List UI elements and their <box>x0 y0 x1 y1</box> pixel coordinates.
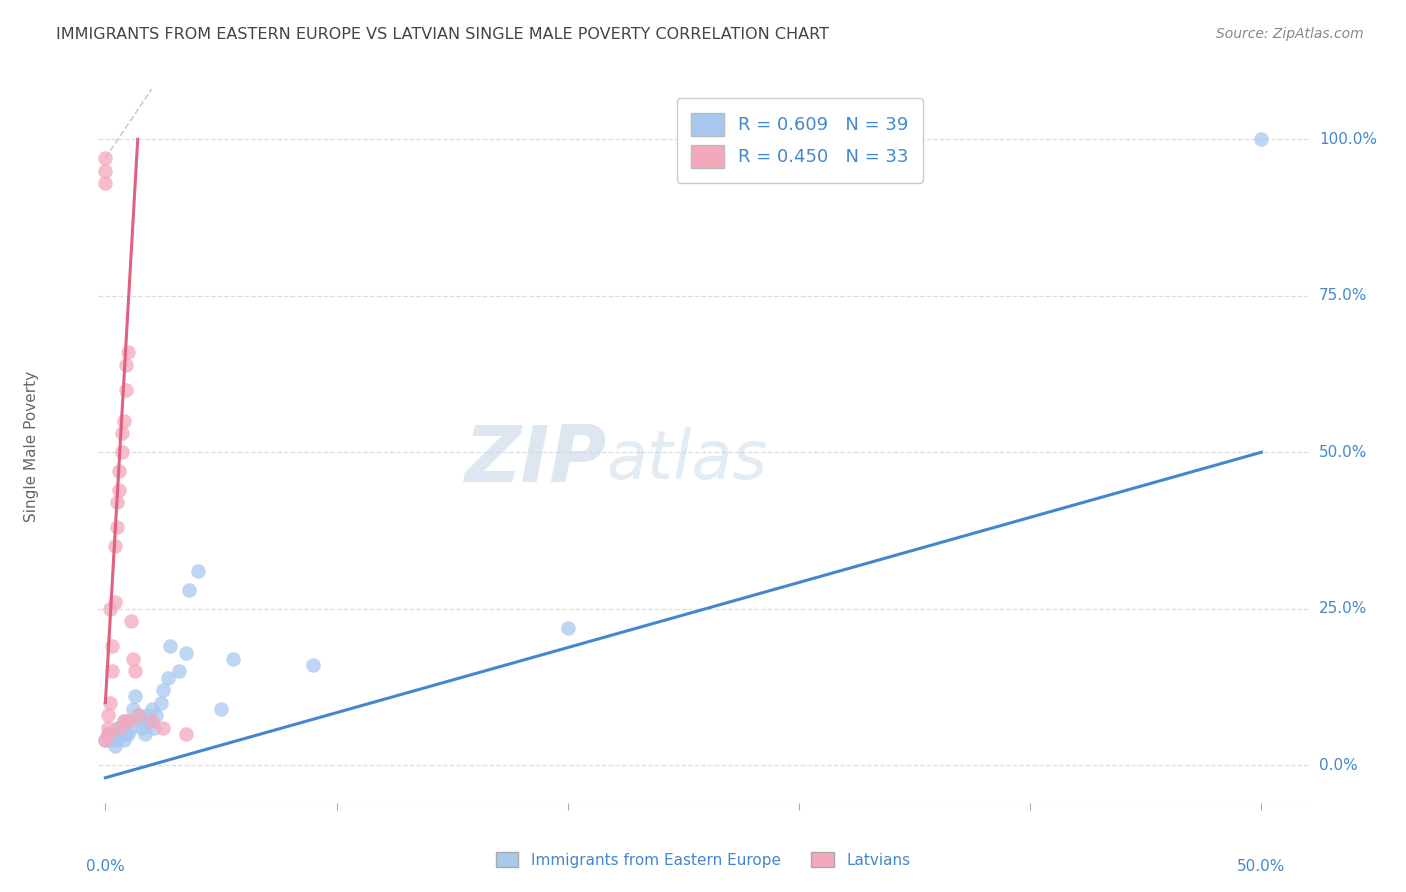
Text: 50.0%: 50.0% <box>1319 445 1368 459</box>
Point <box>127 708 149 723</box>
Text: 25.0%: 25.0% <box>1319 601 1368 616</box>
Point <box>94 176 117 190</box>
Point <box>209 702 232 716</box>
Point <box>104 539 127 553</box>
Legend: Immigrants from Eastern Europe, Latvians: Immigrants from Eastern Europe, Latvians <box>488 844 918 875</box>
Text: 50.0%: 50.0% <box>1237 859 1285 874</box>
Point <box>122 652 145 666</box>
Point <box>110 426 132 441</box>
Point <box>127 708 149 723</box>
Point <box>177 582 200 597</box>
Point <box>117 714 139 729</box>
Text: ZIP: ZIP <box>464 422 606 499</box>
Point <box>112 733 135 747</box>
Point <box>110 445 132 459</box>
Point <box>112 714 135 729</box>
Text: 0.0%: 0.0% <box>1319 757 1358 772</box>
Point <box>97 721 120 735</box>
Point <box>149 696 172 710</box>
Point <box>124 665 146 679</box>
Point <box>122 702 145 716</box>
Point <box>104 595 127 609</box>
Point <box>159 640 181 654</box>
Point <box>94 733 117 747</box>
Point <box>141 702 163 716</box>
Point <box>98 696 121 710</box>
Point <box>98 733 121 747</box>
Legend: R = 0.609   N = 39, R = 0.450   N = 33: R = 0.609 N = 39, R = 0.450 N = 33 <box>676 98 922 183</box>
Point <box>108 464 131 478</box>
Point <box>169 665 191 679</box>
Point <box>97 727 120 741</box>
Point <box>557 621 579 635</box>
Point <box>117 714 139 729</box>
Point <box>101 640 124 654</box>
Point <box>115 383 138 397</box>
Point <box>138 714 160 729</box>
Text: 75.0%: 75.0% <box>1319 288 1368 303</box>
Point <box>142 721 165 735</box>
Point <box>97 708 120 723</box>
Point <box>174 727 197 741</box>
Point <box>152 721 174 735</box>
Point <box>112 414 135 428</box>
Point <box>187 564 209 578</box>
Point <box>221 652 243 666</box>
Point <box>129 714 152 729</box>
Point <box>108 721 131 735</box>
Point <box>97 727 120 741</box>
Text: Single Male Poverty: Single Male Poverty <box>24 370 39 522</box>
Point <box>104 739 127 754</box>
Point <box>94 163 117 178</box>
Point <box>152 683 174 698</box>
Point <box>112 714 135 729</box>
Point <box>145 708 167 723</box>
Point <box>131 721 153 735</box>
Text: IMMIGRANTS FROM EASTERN EUROPE VS LATVIAN SINGLE MALE POVERTY CORRELATION CHART: IMMIGRANTS FROM EASTERN EUROPE VS LATVIA… <box>56 27 830 42</box>
Point <box>141 714 163 729</box>
Point <box>124 690 146 704</box>
Text: atlas: atlas <box>606 427 768 493</box>
Point <box>101 665 124 679</box>
Point <box>101 727 124 741</box>
Text: 100.0%: 100.0% <box>1319 132 1376 147</box>
Point <box>156 671 179 685</box>
Point <box>117 727 139 741</box>
Point <box>174 646 197 660</box>
Point <box>110 721 132 735</box>
Point <box>98 601 121 615</box>
Point <box>108 483 131 497</box>
Point <box>105 495 128 509</box>
Point <box>1250 132 1272 146</box>
Point <box>117 345 139 359</box>
Point <box>105 721 128 735</box>
Point <box>94 151 117 165</box>
Point <box>115 727 138 741</box>
Text: Source: ZipAtlas.com: Source: ZipAtlas.com <box>1216 27 1364 41</box>
Point <box>120 614 142 628</box>
Point <box>136 708 159 723</box>
Point <box>108 727 131 741</box>
Text: 0.0%: 0.0% <box>86 859 125 874</box>
Point <box>134 727 156 741</box>
Point <box>120 721 142 735</box>
Point <box>105 520 128 534</box>
Point <box>94 733 117 747</box>
Point <box>302 658 325 673</box>
Point <box>115 358 138 372</box>
Point <box>105 733 128 747</box>
